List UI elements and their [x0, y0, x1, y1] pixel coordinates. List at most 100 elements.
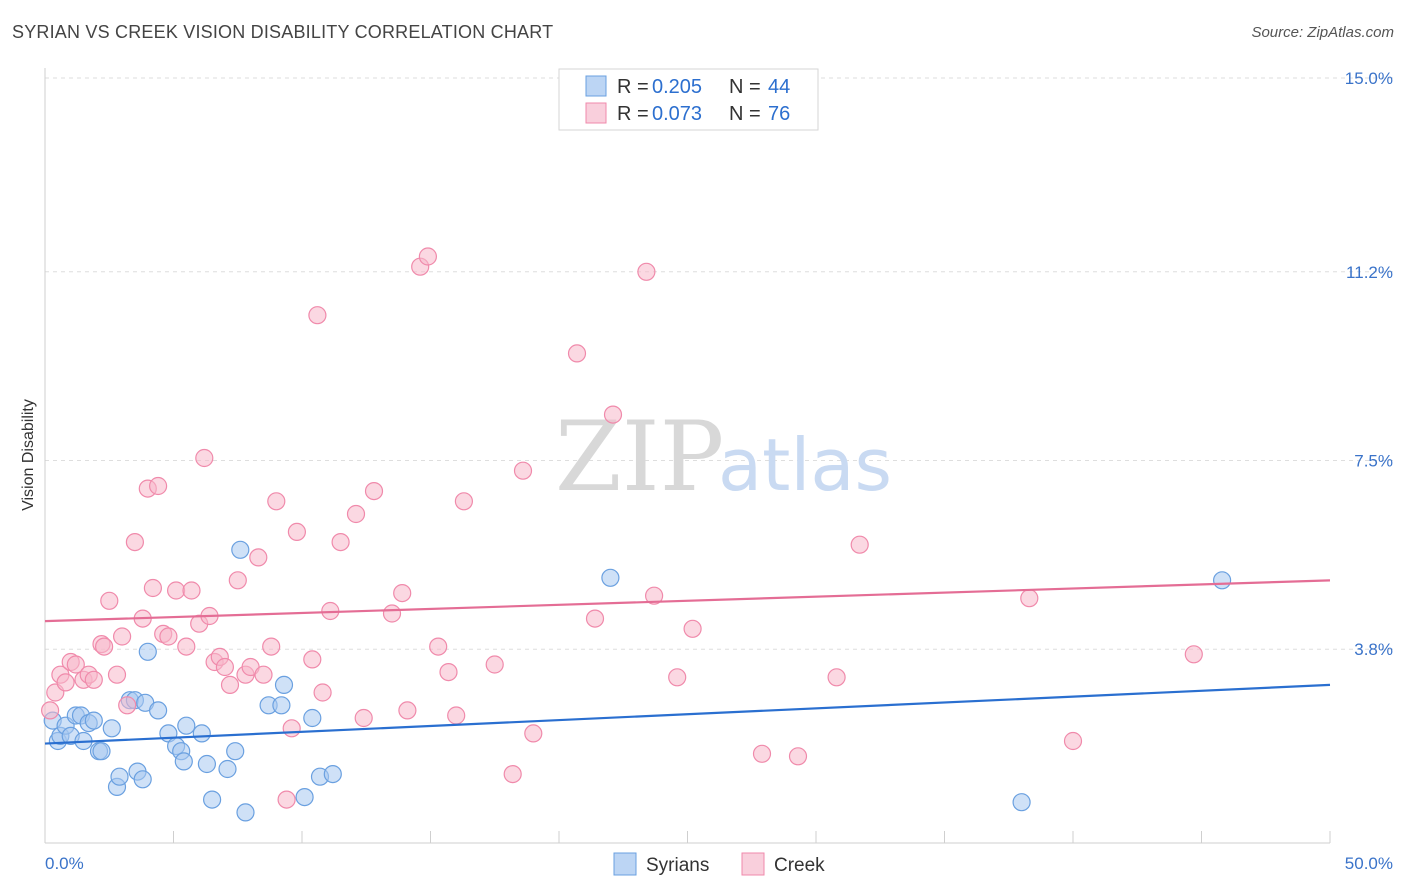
data-point	[1012, 793, 1031, 812]
data-point	[167, 581, 186, 600]
data-point	[683, 619, 702, 638]
data-point	[192, 724, 211, 743]
data-point	[1020, 589, 1039, 608]
bottom-legend-swatch-creek	[741, 852, 765, 876]
data-point	[503, 764, 522, 784]
source-credit: Source: ZipAtlas.com	[1251, 24, 1394, 41]
y-tick-labels: 3.8% 7.5% 11.2% 15.0%	[1345, 69, 1393, 659]
data-point	[274, 675, 294, 695]
data-point	[439, 662, 458, 682]
data-point	[40, 701, 60, 720]
y-tick-label: 3.8%	[1354, 640, 1393, 659]
data-point	[485, 655, 504, 674]
data-point	[226, 742, 245, 761]
data-point	[174, 752, 193, 771]
data-point	[102, 719, 121, 738]
data-point	[231, 540, 250, 559]
data-point	[149, 701, 168, 720]
data-point	[585, 609, 605, 628]
x-tick-label-min: 0.0%	[45, 854, 84, 873]
data-point	[303, 650, 322, 669]
data-point	[850, 535, 869, 554]
legend-n-value-2: 76	[768, 103, 790, 125]
data-point	[524, 724, 543, 743]
data-point	[346, 504, 366, 524]
data-point	[303, 708, 322, 728]
data-point	[1063, 731, 1083, 751]
data-point	[254, 665, 273, 684]
data-point	[66, 655, 85, 674]
data-point	[107, 665, 127, 684]
data-point	[84, 670, 103, 689]
x-tick-label-max: 50.0%	[1345, 854, 1393, 873]
data-point	[56, 673, 75, 692]
data-point	[267, 492, 286, 511]
watermark-zip: ZIP	[555, 401, 724, 513]
trend-line	[44, 579, 1331, 623]
legend-n-value-1: 44	[768, 76, 790, 98]
x-tick-marks	[44, 831, 1331, 843]
data-point	[236, 803, 255, 822]
bottom-legend-syrians: Syrians	[646, 855, 709, 876]
y-tick-label: 7.5%	[1354, 452, 1393, 471]
data-point	[203, 790, 222, 809]
data-point	[249, 548, 268, 567]
data-point	[354, 708, 373, 728]
data-point	[195, 448, 214, 468]
data-point	[282, 719, 301, 738]
y-axis-label: Vision Disability	[20, 399, 37, 511]
data-point	[262, 637, 281, 656]
data-point	[112, 627, 132, 646]
bottom-legend-swatch-syrians	[613, 852, 637, 876]
data-point	[177, 716, 196, 735]
data-point	[228, 571, 247, 590]
data-point	[1184, 645, 1203, 664]
data-point	[429, 637, 448, 656]
data-point	[393, 583, 412, 603]
data-point	[454, 492, 473, 511]
data-point	[84, 711, 103, 730]
data-point	[567, 344, 587, 363]
data-point	[125, 532, 144, 552]
data-point	[159, 627, 178, 646]
data-point	[138, 642, 157, 661]
grid-lines	[45, 77, 1393, 650]
legend-swatch-creek	[585, 102, 607, 124]
legend-n-label-2: N =	[729, 103, 761, 125]
data-point	[133, 770, 152, 789]
data-point	[313, 683, 332, 702]
data-point	[447, 706, 466, 725]
data-point	[277, 790, 296, 809]
data-point	[601, 568, 620, 587]
data-point	[177, 637, 196, 656]
data-point	[513, 461, 533, 480]
legend-r-value-1: 0.205	[652, 76, 702, 98]
data-point	[287, 522, 306, 542]
data-point	[637, 262, 656, 281]
legend-n-label-1: N =	[729, 76, 761, 98]
data-point	[382, 604, 402, 623]
data-point	[827, 668, 846, 687]
data-point	[668, 668, 687, 687]
watermark-atlas: atlas	[718, 423, 892, 507]
data-point	[182, 581, 201, 600]
data-point	[308, 306, 327, 325]
data-point	[398, 701, 417, 720]
legend-r-label-2: R =	[617, 103, 649, 125]
legend-swatch-syrians	[585, 75, 607, 97]
data-point	[418, 247, 437, 266]
legend-r-label-1: R =	[617, 76, 649, 98]
data-point	[218, 759, 237, 779]
bottom-legend-creek: Creek	[774, 855, 825, 876]
data-point	[1212, 571, 1232, 590]
bottom-legend: Syrians Creek	[613, 852, 825, 876]
data-point	[110, 767, 129, 786]
trend-lines	[44, 579, 1331, 745]
data-point	[118, 696, 137, 715]
data-point	[92, 742, 111, 761]
series-creek	[40, 247, 1203, 809]
data-point	[364, 482, 384, 501]
legend-box: R = 0.205 N = 44 R = 0.073 N = 76	[558, 68, 819, 131]
data-point	[143, 578, 162, 598]
